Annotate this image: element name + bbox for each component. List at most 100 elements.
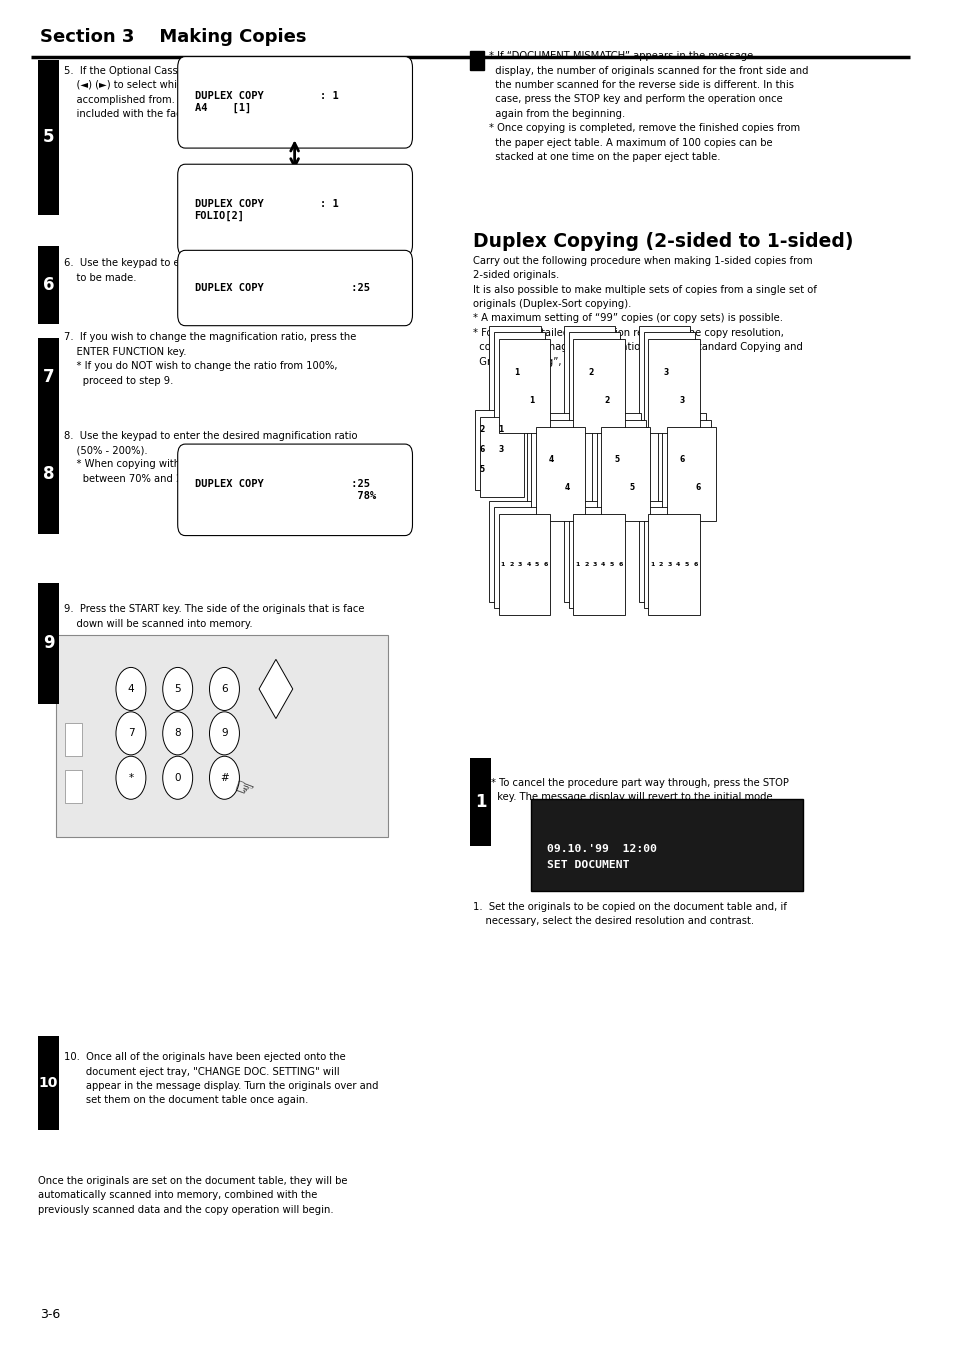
Bar [666,427,715,520]
Text: * To cancel the procedure part way through, press the STOP
  key. The message di: * To cancel the procedure part way throu… [491,778,788,802]
Text: 1: 1 [475,793,486,811]
Text: 1.  Set the originals to be copied on the document table and, if
    necessary, : 1. Set the originals to be copied on the… [473,901,786,925]
Text: 2: 2 [659,562,662,567]
FancyBboxPatch shape [177,165,412,255]
Text: DUPLEX COPY         : 1
FOLIO[2]: DUPLEX COPY : 1 FOLIO[2] [194,199,338,220]
FancyBboxPatch shape [177,444,412,535]
Circle shape [163,712,193,755]
Text: 1: 1 [575,562,579,567]
Text: *: * [129,773,133,782]
Text: 2: 2 [583,562,588,567]
Circle shape [210,757,239,800]
Bar [470,758,491,846]
Bar [38,413,59,534]
Bar [643,508,694,608]
Bar [494,508,545,608]
Circle shape [116,757,146,800]
Bar [66,723,82,757]
Circle shape [163,667,193,711]
Text: 2: 2 [509,562,513,567]
Text: 8: 8 [43,465,54,482]
Bar [573,513,624,615]
Bar [38,246,59,324]
Text: 1: 1 [498,426,503,434]
Bar [568,332,619,427]
Text: 5: 5 [609,562,614,567]
Text: 3-6: 3-6 [40,1308,60,1321]
Bar [661,420,710,513]
Text: 5: 5 [614,455,618,463]
Text: 3: 3 [667,562,671,567]
Bar [647,513,699,615]
Bar [647,339,699,434]
Text: 6: 6 [679,455,684,463]
Text: 6.  Use the keypad to enter the number of copies (or copy sets)
    to be made.: 6. Use the keypad to enter the number of… [64,258,380,282]
Text: 8: 8 [174,728,181,739]
FancyBboxPatch shape [177,57,412,149]
Text: 0: 0 [174,773,181,782]
Text: 10: 10 [39,1077,58,1090]
Text: 4: 4 [676,562,679,567]
Text: 09.10.'99  12:00
SET DOCUMENT: 09.10.'99 12:00 SET DOCUMENT [547,843,657,870]
Text: 3: 3 [663,367,668,377]
Text: 2: 2 [588,367,594,377]
Bar [38,1036,59,1131]
Text: 1: 1 [500,562,504,567]
Text: DUPLEX COPY         : 1
A4    [1]: DUPLEX COPY : 1 A4 [1] [194,92,338,113]
Text: 10.  Once all of the originals have been ejected onto the
       document eject : 10. Once all of the originals have been … [64,1052,377,1105]
Text: 9: 9 [43,634,54,653]
Circle shape [210,667,239,711]
Bar [38,59,59,215]
Polygon shape [259,659,293,719]
Text: 8.  Use the keypad to enter the desired magnification ratio
    (50% - 200%).
  : 8. Use the keypad to enter the desired m… [64,431,370,484]
Circle shape [116,667,146,711]
Text: 9.  Press the START key. The side of the originals that is face
    down will be: 9. Press the START key. The side of the … [64,604,364,628]
Bar [592,413,640,508]
Bar [536,427,584,520]
Bar [573,339,624,434]
Bar [563,501,615,601]
Text: 6: 6 [693,562,697,567]
Text: 7.  If you wish to change the magnification ratio, press the
    ENTER FUNCTION : 7. If you wish to change the magnificati… [64,332,355,385]
Bar [600,427,650,520]
Text: ☞: ☞ [230,777,255,802]
Text: 4: 4 [600,562,605,567]
Text: 1: 1 [529,396,534,405]
Text: Carry out the following procedure when making 1-sided copies from
2-sided origin: Carry out the following procedure when m… [473,255,817,366]
Text: 3: 3 [517,562,521,567]
FancyBboxPatch shape [531,800,801,890]
Text: 6: 6 [221,684,228,694]
Text: 5: 5 [174,684,181,694]
Bar [639,326,690,420]
Text: 5: 5 [535,562,538,567]
Bar [498,339,550,434]
Bar [657,413,705,508]
Bar [563,326,615,420]
Circle shape [163,757,193,800]
Circle shape [116,712,146,755]
Text: 5: 5 [479,465,484,474]
Bar [597,420,645,513]
FancyBboxPatch shape [177,250,412,326]
Bar [498,513,550,615]
Text: 1: 1 [514,367,518,377]
FancyBboxPatch shape [56,635,388,838]
Text: DUPLEX COPY              :25
                          78%: DUPLEX COPY :25 78% [194,480,375,501]
Text: Duplex Copying (2-sided to 1-sided): Duplex Copying (2-sided to 1-sided) [473,231,853,250]
Text: 5: 5 [43,128,54,146]
Text: 2: 2 [603,396,609,405]
Bar [526,413,575,508]
Text: 4: 4 [563,484,569,492]
Text: 5: 5 [629,484,634,492]
Bar [470,51,483,70]
Bar [66,770,82,804]
Text: Section 3    Making Copies: Section 3 Making Copies [40,28,306,46]
Bar [531,420,579,513]
Text: 4: 4 [526,562,530,567]
Text: 3: 3 [679,396,683,405]
Text: 2: 2 [479,426,484,434]
Text: 5.  If the Optional Cassette IS installed, use the cursor keys
    (◄) (►) to se: 5. If the Optional Cassette IS installed… [64,66,375,119]
Bar [568,508,619,608]
Text: 1: 1 [650,562,654,567]
Text: 7: 7 [128,728,134,739]
